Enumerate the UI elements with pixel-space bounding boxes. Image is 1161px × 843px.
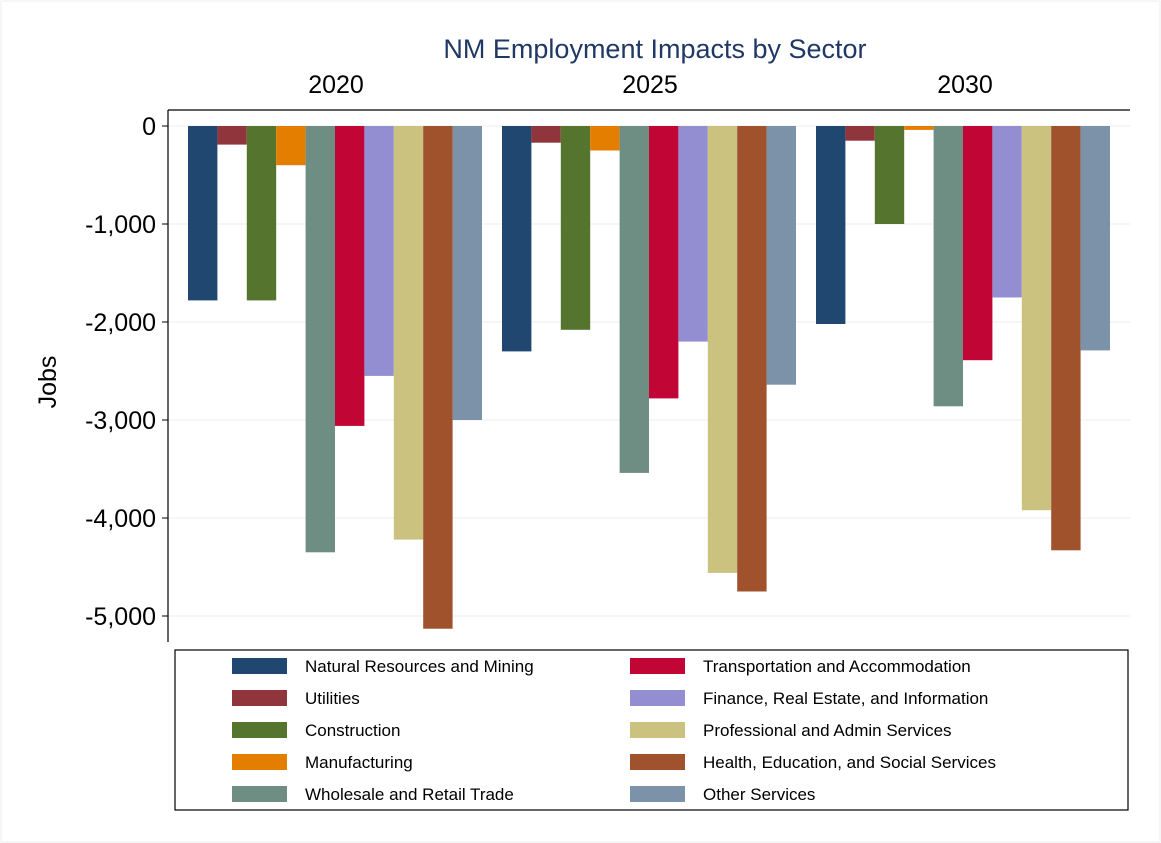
bar-2025-transportation-and-accommodation — [649, 126, 679, 399]
legend-swatch-2 — [232, 722, 287, 738]
bar-2025-manufacturing — [590, 126, 620, 151]
legend-swatch-6 — [630, 690, 685, 706]
y-tick-label-2000: -2,000 — [85, 309, 156, 337]
legend-label-8: Health, Education, and Social Services — [703, 753, 996, 772]
bars — [188, 126, 1110, 629]
bar-2030-professional-and-admin-services — [1021, 126, 1052, 511]
bar-2020-health-education-and-social-services — [423, 126, 453, 629]
panel-label-2030: 2030 — [937, 71, 993, 99]
legend-label-7: Professional and Admin Services — [703, 721, 952, 740]
legend-label-3: Manufacturing — [305, 753, 413, 772]
bar-2020-natural-resources-and-mining — [188, 126, 218, 301]
y-axis-ticks: 0 -1,000 -2,000 -3,000 -4,000 -5,000 — [85, 113, 156, 631]
legend-box — [174, 649, 1129, 811]
y-tick-label-0: 0 — [142, 113, 156, 141]
bar-2020-utilities — [217, 126, 247, 145]
bar-2030-natural-resources-and-mining — [816, 126, 846, 324]
legend-swatch-4 — [232, 786, 287, 802]
legend-swatch-0 — [232, 658, 287, 674]
bar-2025-wholesale-and-retail-trade — [619, 126, 649, 473]
bar-2020-finance-real-estate-and-information — [364, 126, 394, 376]
chart-title: NM Employment Impacts by Sector — [443, 34, 866, 64]
panel-labels: 2020 2025 2030 — [308, 71, 993, 99]
bar-2020-construction — [246, 126, 277, 301]
legend-swatch-5 — [630, 658, 685, 674]
bar-2020-other-services — [452, 126, 482, 420]
y-tick-marks — [162, 125, 168, 617]
legend: Natural Resources and Mining Utilities Con… — [232, 657, 996, 804]
bar-2025-health-education-and-social-services — [737, 126, 767, 592]
bar-2025-natural-resources-and-mining — [502, 126, 532, 352]
legend-label-0: Natural Resources and Mining — [305, 657, 534, 676]
panel-label-2020: 2020 — [308, 71, 364, 99]
bar-2025-utilities — [531, 126, 561, 143]
bar-2030-finance-real-estate-and-information — [992, 126, 1022, 298]
bar-2030-wholesale-and-retail-trade — [933, 126, 963, 407]
legend-label-9: Other Services — [703, 785, 815, 804]
y-tick-label-5000: -5,000 — [85, 603, 156, 631]
bar-2030-other-services — [1080, 126, 1110, 351]
bar-2020-transportation-and-accommodation — [335, 126, 365, 426]
y-tick-label-1000: -1,000 — [85, 211, 156, 239]
bar-2025-professional-and-admin-services — [707, 126, 738, 573]
bar-2020-wholesale-and-retail-trade — [305, 126, 335, 553]
bar-2025-construction — [560, 126, 591, 330]
bar-2020-professional-and-admin-services — [393, 126, 424, 540]
y-tick-label-4000: -4,000 — [85, 505, 156, 533]
bar-2030-utilities — [845, 126, 875, 141]
bar-2030-health-education-and-social-services — [1051, 126, 1081, 551]
legend-swatch-8 — [630, 754, 685, 770]
y-axis-label: Jobs — [34, 356, 62, 409]
y-tick-label-3000: -3,000 — [85, 407, 156, 435]
bar-2030-construction — [874, 126, 905, 224]
legend-label-6: Finance, Real Estate, and Information — [703, 689, 988, 708]
legend-swatch-9 — [630, 786, 685, 802]
legend-swatch-1 — [232, 690, 287, 706]
legend-swatch-7 — [630, 722, 685, 738]
bar-2025-other-services — [766, 126, 796, 385]
legend-swatch-3 — [232, 754, 287, 770]
legend-label-4: Wholesale and Retail Trade — [305, 785, 514, 804]
bar-2025-finance-real-estate-and-information — [678, 126, 708, 342]
bar-2030-transportation-and-accommodation — [963, 126, 993, 361]
legend-label-5: Transportation and Accommodation — [703, 657, 971, 676]
bar-2020-manufacturing — [276, 126, 306, 166]
panel-label-2025: 2025 — [622, 71, 678, 99]
legend-label-2: Construction — [305, 721, 400, 740]
legend-label-1: Utilities — [305, 689, 360, 708]
bar-2030-manufacturing — [904, 126, 934, 130]
